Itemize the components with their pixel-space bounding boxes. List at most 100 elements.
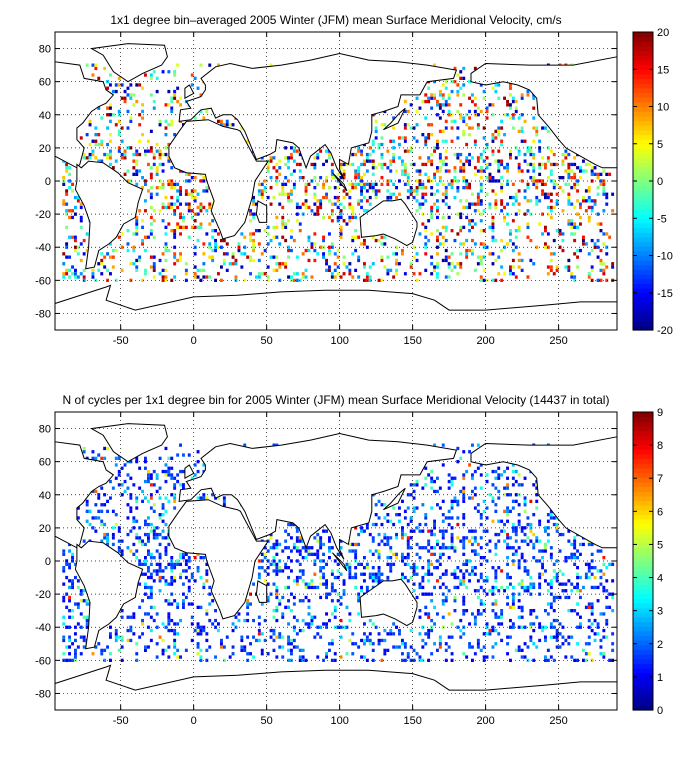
x-tick-label: 100: [330, 335, 348, 347]
colorbar-segment: [633, 92, 653, 98]
data-cell: [360, 182, 363, 186]
data-cell: [179, 232, 182, 236]
data-cell: [176, 605, 180, 609]
data-cell: [158, 635, 162, 639]
data-cell: [415, 552, 419, 556]
data-cell: [141, 632, 144, 636]
data-cell: [409, 262, 413, 266]
data-cell: [459, 152, 463, 157]
data-cell: [71, 579, 74, 583]
data-cell: [304, 268, 308, 272]
data-cell: [260, 192, 264, 196]
data-cell: [158, 258, 162, 263]
data-cell: [103, 658, 107, 662]
data-cell: [546, 159, 550, 163]
data-cell: [123, 463, 127, 467]
data-cell: [462, 609, 466, 613]
data-cell: [485, 156, 489, 160]
data-cell: [567, 202, 571, 206]
data-cell: [482, 242, 486, 246]
y-tick-label: 80: [39, 44, 51, 56]
data-cell: [325, 612, 328, 616]
data-cell: [473, 652, 477, 656]
data-cell: [173, 575, 177, 580]
data-cell: [506, 162, 509, 167]
data-cell: [252, 199, 255, 203]
data-cell: [473, 552, 477, 556]
data-cell: [167, 466, 171, 470]
data-cell: [357, 599, 361, 603]
data-cell: [62, 652, 66, 656]
data-cell: [161, 219, 165, 223]
data-cell: [307, 612, 311, 616]
data-cell: [342, 582, 346, 586]
data-cell: [520, 579, 524, 583]
data-cell: [433, 202, 436, 206]
data-cell: [135, 169, 139, 173]
data-cell: [500, 238, 504, 243]
colorbar-segment: [633, 626, 653, 632]
data-cell: [164, 232, 168, 236]
data-cell: [406, 562, 410, 566]
data-cell: [529, 146, 533, 150]
data-cell: [436, 559, 439, 563]
data-cell: [336, 265, 340, 269]
data-cell: [298, 575, 302, 580]
data-cell: [605, 566, 609, 570]
coastline-path: [184, 84, 195, 100]
data-cell: [135, 499, 139, 503]
data-cell: [412, 272, 416, 276]
data-cell: [549, 169, 553, 173]
data-cell: [351, 542, 355, 547]
data-cell: [450, 652, 454, 656]
data-cell: [158, 556, 162, 560]
data-cell: [266, 275, 270, 279]
data-cell: [196, 605, 200, 609]
data-cell: [345, 566, 349, 570]
data-cell: [497, 532, 501, 537]
data-cell: [76, 602, 80, 606]
data-cell: [491, 496, 495, 500]
data-cell: [602, 242, 606, 246]
data-cell: [196, 625, 200, 629]
data-cell: [599, 182, 603, 186]
data-cell: [234, 615, 238, 619]
data-cell: [164, 126, 168, 130]
data-cell: [476, 202, 480, 206]
data-cell: [544, 542, 547, 547]
data-cell: [544, 245, 547, 249]
data-cell: [459, 103, 463, 107]
data-cell: [546, 519, 550, 523]
data-cell: [497, 566, 501, 570]
data-cell: [278, 172, 282, 176]
data-cell: [161, 268, 165, 272]
data-cell: [360, 149, 363, 153]
data-cell: [456, 522, 460, 527]
data-cell: [292, 602, 296, 606]
data-cell: [546, 156, 550, 160]
data-cell: [511, 202, 515, 206]
data-cell: [424, 605, 428, 609]
data-cell: [441, 182, 445, 186]
data-cell: [164, 268, 168, 272]
data-cell: [74, 655, 77, 659]
data-cell: [193, 225, 197, 229]
colorbar-segment: [633, 316, 653, 322]
y-tick-label: 60: [39, 77, 51, 89]
data-cell: [152, 268, 156, 272]
data-cell: [409, 103, 413, 107]
data-cell: [558, 229, 562, 233]
data-cell: [482, 245, 486, 249]
data-cell: [158, 152, 162, 157]
data-cell: [333, 605, 337, 609]
data-cell: [164, 566, 168, 570]
data-cell: [541, 162, 544, 167]
data-cell: [424, 235, 428, 239]
data-cell: [462, 552, 466, 556]
data-cell: [257, 229, 261, 233]
data-cell: [444, 80, 448, 84]
data-cell: [170, 575, 174, 580]
data-cell: [316, 549, 320, 553]
data-cell: [132, 526, 136, 530]
data-cell: [117, 469, 121, 474]
